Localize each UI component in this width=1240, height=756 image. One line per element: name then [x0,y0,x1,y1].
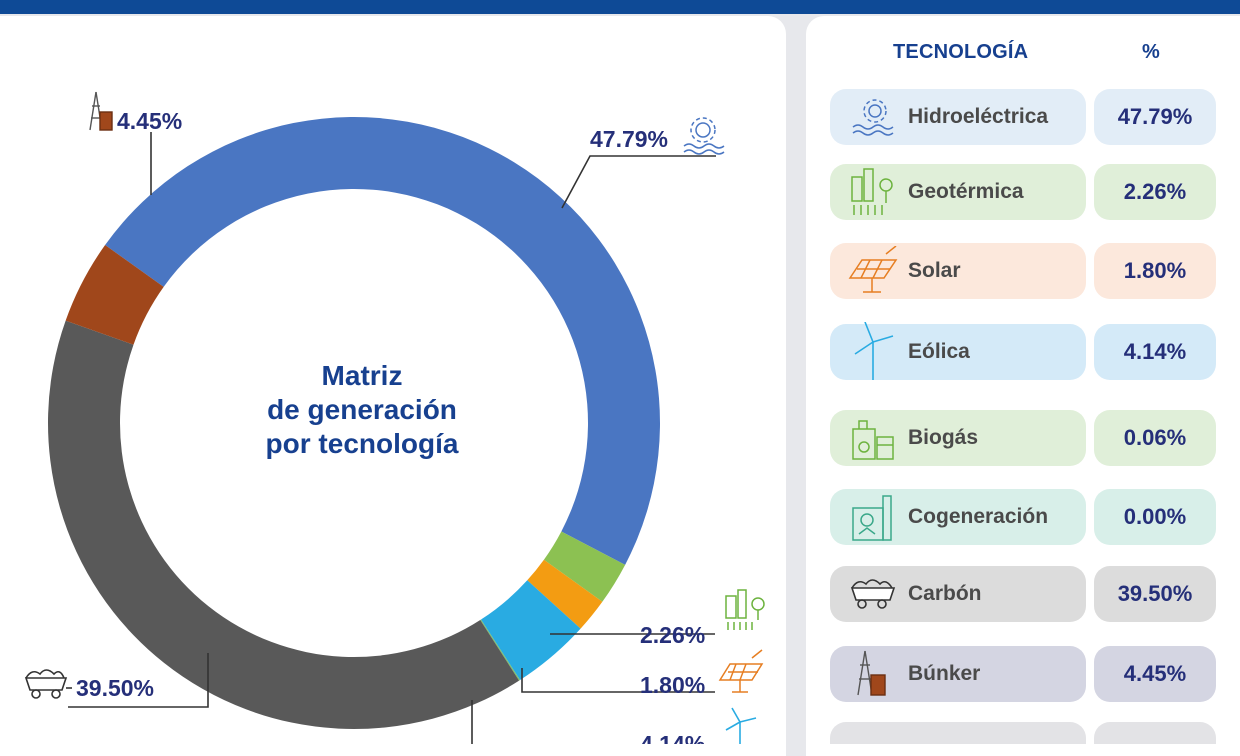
tech-row-solar: Solar [830,243,1086,299]
table-row-partial [830,722,1086,744]
bunker-icon [848,649,898,699]
solar-icon [848,246,898,296]
solar-icon [718,649,764,693]
tech-row-carbon: Carbón [830,566,1086,622]
donut-slice-eolica [480,580,581,681]
leader-line-hydro [561,155,716,209]
pct-value: 4.45% [1123,661,1187,686]
coal-icon [24,669,72,699]
tech-label: Geotérmica [908,180,1024,203]
tech-row-geotermica: Geotérmica [830,164,1086,220]
wind-icon [725,707,757,744]
center-title-line2: de generación [267,394,457,425]
leader-line-solar [521,668,715,693]
bunker-icon [89,91,113,131]
header-technology: TECNOLOGÍA [893,41,1029,63]
hydro-icon [848,92,898,142]
data-label-coal: 39.50% [76,675,154,701]
tech-row-hidroelectrica: Hidroeléctrica [830,89,1086,145]
coal-icon [848,569,898,619]
donut-slice-bunker [65,245,164,345]
pct-cell-solar: 1.80% [1094,243,1216,299]
data-label-bunker: 4.45% [117,108,182,134]
pct-value: 47.79% [1117,104,1193,129]
cogeneration-icon [848,492,898,542]
tech-label: Eólica [908,340,970,363]
data-label-solar: 1.80% [640,672,705,698]
top-banner [0,0,1240,14]
pct-cell-bunker: 4.45% [1094,646,1216,702]
biogas-icon [848,413,898,463]
pct-cell-geotermica: 2.26% [1094,164,1216,220]
table-row-partial [1094,722,1216,744]
geothermal-icon [725,589,765,630]
donut-slice-geotermica [543,531,626,602]
tech-label: Carbón [908,582,982,605]
center-title-line3: por tecnología [266,428,459,459]
pct-value: 4.14% [1123,339,1187,364]
tech-label: Hidroeléctrica [908,105,1049,128]
pct-cell-cogeneracion: 0.00% [1094,489,1216,545]
tech-label: Cogeneración [908,505,1049,528]
donut-slice-hidroelectrica [105,116,661,565]
tech-label: Búnker [908,662,981,685]
tech-row-biogas: Biogás [830,410,1086,466]
tech-row-bunker: Búnker [830,646,1086,702]
header-percent: % [1142,41,1160,63]
wind-icon [848,322,898,380]
tech-row-cogeneracion: Cogeneración [830,489,1086,545]
pct-value: 0.06% [1123,425,1187,450]
tech-label: Solar [908,259,961,282]
pct-value: 39.50% [1117,581,1193,606]
data-label-geothermal: 2.26% [640,622,705,648]
geothermal-icon [848,167,898,217]
donut-slice-solar [527,559,603,629]
pct-cell-carbon: 39.50% [1094,566,1216,622]
donut-slice-carbon [47,320,520,730]
pct-value: 0.00% [1123,504,1187,529]
pct-value: 1.80% [1123,258,1187,283]
leader-line-coal [68,653,209,708]
pct-cell-eolica: 4.14% [1094,324,1216,380]
center-title-line1: Matriz [322,360,403,391]
data-label-wind: 4.14% [640,731,705,744]
tech-row-eolica: Eólica [830,322,1086,380]
pct-value: 2.26% [1123,179,1187,204]
donut-slice-biogas [480,619,521,681]
pct-cell-biogas: 0.06% [1094,410,1216,466]
pct-cell-hidroelectrica: 47.79% [1094,89,1216,145]
data-label-hydro: 47.79% [590,126,668,152]
tech-label: Biogás [908,426,979,449]
hydro-icon [683,117,725,155]
